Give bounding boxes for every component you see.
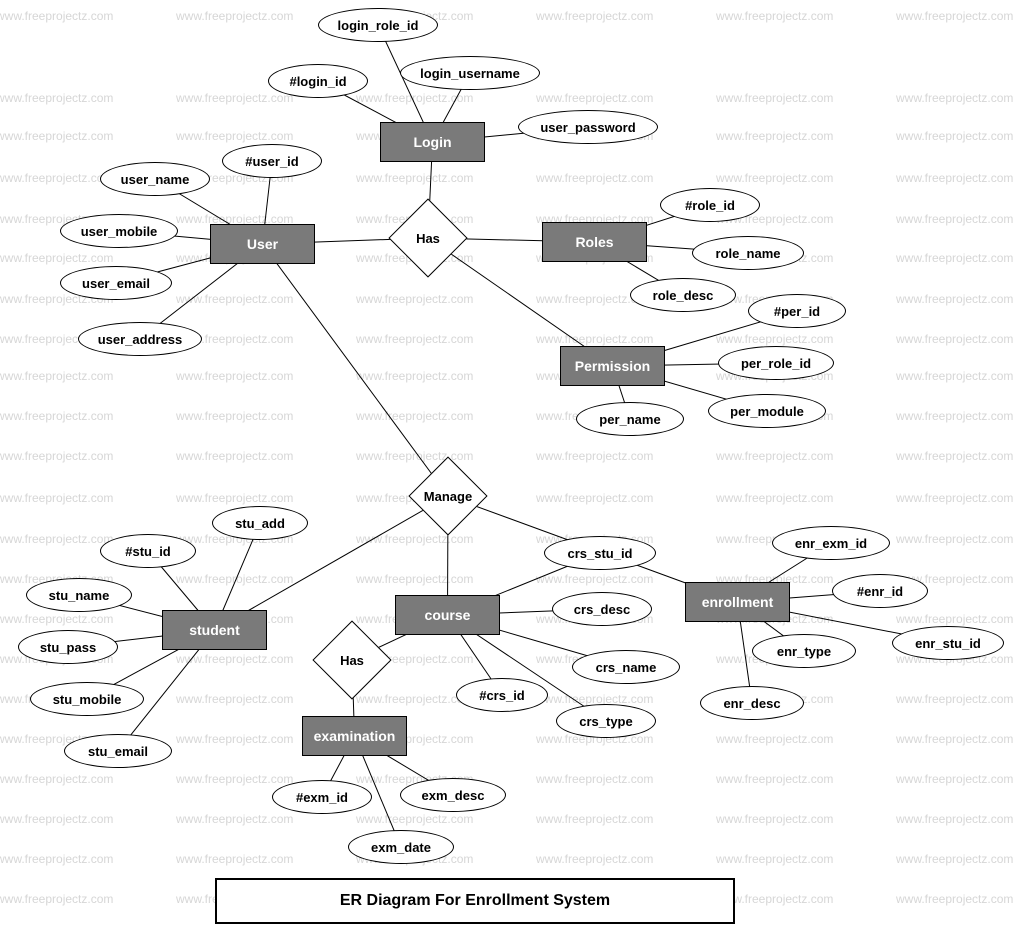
- attribute-label: user_email: [82, 276, 150, 291]
- relationship-manage: Manage: [408, 456, 488, 536]
- attribute-role_id: #role_id: [660, 188, 760, 222]
- attribute-login_id: #login_id: [268, 64, 368, 98]
- attribute-label: #crs_id: [479, 688, 525, 703]
- entity-label: student: [189, 622, 240, 638]
- attribute-enr_desc: enr_desc: [700, 686, 804, 720]
- attribute-label: crs_stu_id: [567, 546, 632, 561]
- attribute-crs_name: crs_name: [572, 650, 680, 684]
- attribute-per_module: per_module: [708, 394, 826, 428]
- attribute-stu_id: #stu_id: [100, 534, 196, 568]
- relationship-has2: Has: [312, 620, 392, 700]
- attribute-label: stu_add: [235, 516, 285, 531]
- entity-label: course: [425, 607, 471, 623]
- attribute-label: #exm_id: [296, 790, 348, 805]
- attribute-user_mobile: user_mobile: [60, 214, 178, 248]
- relationship-label: Has: [312, 620, 392, 700]
- attribute-enr_stu_id: enr_stu_id: [892, 626, 1004, 660]
- attribute-label: login_role_id: [338, 18, 419, 33]
- attribute-stu_mobile: stu_mobile: [30, 682, 144, 716]
- entity-label: Login: [413, 134, 451, 150]
- attribute-label: per_role_id: [741, 356, 811, 371]
- entity-course: course: [395, 595, 500, 635]
- attribute-label: #per_id: [774, 304, 820, 319]
- entity-user: User: [210, 224, 315, 264]
- relationship-label: Manage: [408, 456, 488, 536]
- relationship-label: Has: [388, 198, 468, 278]
- attribute-crs_id: #crs_id: [456, 678, 548, 712]
- attribute-role_desc: role_desc: [630, 278, 736, 312]
- er-diagram-canvas: Login User Roles Permission student course enr…: [0, 0, 1014, 941]
- attribute-label: stu_email: [88, 744, 148, 759]
- attribute-label: enr_exm_id: [795, 536, 867, 551]
- attribute-exm_date: exm_date: [348, 830, 454, 864]
- attribute-label: role_name: [715, 246, 780, 261]
- entity-roles: Roles: [542, 222, 647, 262]
- attribute-per_name: per_name: [576, 402, 684, 436]
- attribute-label: #login_id: [289, 74, 346, 89]
- entity-label: examination: [314, 728, 396, 744]
- attribute-user_name: user_name: [100, 162, 210, 196]
- entity-permission: Permission: [560, 346, 665, 386]
- attribute-label: role_desc: [653, 288, 714, 303]
- attribute-label: per_module: [730, 404, 804, 419]
- attribute-label: user_address: [98, 332, 183, 347]
- attribute-login_role_id: login_role_id: [318, 8, 438, 42]
- attribute-label: #enr_id: [857, 584, 903, 599]
- attribute-enr_exm_id: enr_exm_id: [772, 526, 890, 560]
- attribute-crs_desc: crs_desc: [552, 592, 652, 626]
- diagram-title: ER Diagram For Enrollment System: [215, 878, 735, 924]
- attribute-exm_id: #exm_id: [272, 780, 372, 814]
- attribute-role_name: role_name: [692, 236, 804, 270]
- entity-examination: examination: [302, 716, 407, 756]
- entity-student: student: [162, 610, 267, 650]
- entity-label: enrollment: [702, 594, 774, 610]
- attribute-login_username: login_username: [400, 56, 540, 90]
- attribute-enr_id: #enr_id: [832, 574, 928, 608]
- attribute-per_id: #per_id: [748, 294, 846, 328]
- attribute-label: exm_date: [371, 840, 431, 855]
- attribute-label: #stu_id: [125, 544, 171, 559]
- attribute-enr_type: enr_type: [752, 634, 856, 668]
- entity-label: User: [247, 236, 278, 252]
- attribute-label: crs_desc: [574, 602, 630, 617]
- attribute-label: enr_stu_id: [915, 636, 981, 651]
- entity-label: Roles: [575, 234, 613, 250]
- attribute-crs_type: crs_type: [556, 704, 656, 738]
- attribute-label: #role_id: [685, 198, 735, 213]
- attribute-label: #user_id: [245, 154, 298, 169]
- edge-layer: [0, 0, 1014, 941]
- attribute-label: stu_name: [49, 588, 110, 603]
- attribute-label: per_name: [599, 412, 660, 427]
- attribute-stu_email: stu_email: [64, 734, 172, 768]
- attribute-stu_name: stu_name: [26, 578, 132, 612]
- attribute-label: enr_desc: [723, 696, 780, 711]
- attribute-stu_pass: stu_pass: [18, 630, 118, 664]
- attribute-label: user_password: [540, 120, 635, 135]
- entity-enrollment: enrollment: [685, 582, 790, 622]
- attribute-user_address: user_address: [78, 322, 202, 356]
- attribute-crs_stu_id: crs_stu_id: [544, 536, 656, 570]
- entity-label: Permission: [575, 358, 650, 374]
- attribute-exm_desc: exm_desc: [400, 778, 506, 812]
- attribute-label: crs_type: [579, 714, 632, 729]
- attribute-per_role_id: per_role_id: [718, 346, 834, 380]
- entity-login: Login: [380, 122, 485, 162]
- attribute-label: crs_name: [596, 660, 657, 675]
- attribute-label: exm_desc: [422, 788, 485, 803]
- relationship-has1: Has: [388, 198, 468, 278]
- attribute-label: enr_type: [777, 644, 831, 659]
- attribute-label: login_username: [420, 66, 520, 81]
- attribute-user_email: user_email: [60, 266, 172, 300]
- attribute-stu_add: stu_add: [212, 506, 308, 540]
- diagram-title-text: ER Diagram For Enrollment System: [340, 892, 610, 910]
- attribute-label: user_name: [121, 172, 190, 187]
- attribute-label: user_mobile: [81, 224, 158, 239]
- attribute-user_id: #user_id: [222, 144, 322, 178]
- attribute-user_password: user_password: [518, 110, 658, 144]
- attribute-label: stu_mobile: [53, 692, 122, 707]
- attribute-label: stu_pass: [40, 640, 96, 655]
